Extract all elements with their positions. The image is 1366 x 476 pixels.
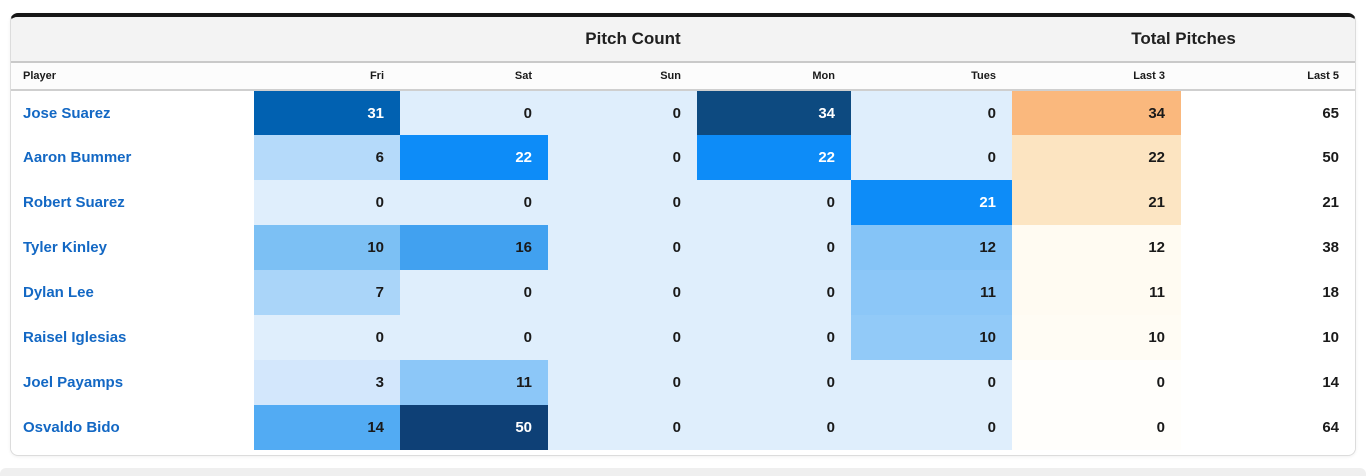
cell-tues: 0 bbox=[851, 405, 1012, 450]
cell-tues: 21 bbox=[851, 180, 1012, 225]
cell-tues: 11 bbox=[851, 270, 1012, 315]
cell-sat: 22 bbox=[400, 135, 548, 180]
cell-fri: 14 bbox=[254, 405, 400, 450]
cell-mon: 22 bbox=[697, 135, 851, 180]
table-row: Joel Payamps 3 11 0 0 0 0 14 bbox=[11, 360, 1355, 405]
cell-fri: 6 bbox=[254, 135, 400, 180]
cell-fri: 0 bbox=[254, 180, 400, 225]
cell-last3: 12 bbox=[1012, 225, 1181, 270]
pitch-count-card: Pitch Count Total Pitches Player Fri Sat… bbox=[10, 13, 1356, 456]
next-card-top-edge bbox=[0, 468, 1366, 476]
group-header-total-pitches: Total Pitches bbox=[1012, 17, 1355, 63]
cell-last3: 0 bbox=[1012, 360, 1181, 405]
cell-sun: 0 bbox=[548, 90, 697, 135]
column-header-row: Player Fri Sat Sun Mon Tues Last 3 Last … bbox=[11, 62, 1355, 91]
column-header-tues: Tues bbox=[851, 62, 1012, 91]
table-row: Aaron Bummer 6 22 0 22 0 22 50 bbox=[11, 135, 1355, 180]
cell-tues: 0 bbox=[851, 90, 1012, 135]
column-header-player: Player bbox=[11, 62, 254, 91]
cell-sat: 11 bbox=[400, 360, 548, 405]
table-row: Robert Suarez 0 0 0 0 21 21 21 bbox=[11, 180, 1355, 225]
player-name-link[interactable]: Aaron Bummer bbox=[11, 135, 254, 180]
cell-tues: 12 bbox=[851, 225, 1012, 270]
column-header-last5: Last 5 bbox=[1181, 62, 1355, 91]
cell-last5: 21 bbox=[1181, 180, 1355, 225]
cell-last5: 14 bbox=[1181, 360, 1355, 405]
pitch-count-table: Pitch Count Total Pitches Player Fri Sat… bbox=[11, 17, 1355, 450]
column-header-sat: Sat bbox=[400, 62, 548, 91]
table-row: Tyler Kinley 10 16 0 0 12 12 38 bbox=[11, 225, 1355, 270]
cell-sun: 0 bbox=[548, 180, 697, 225]
cell-mon: 0 bbox=[697, 360, 851, 405]
cell-tues: 10 bbox=[851, 315, 1012, 360]
column-header-fri: Fri bbox=[254, 62, 400, 91]
column-header-sun: Sun bbox=[548, 62, 697, 91]
cell-tues: 0 bbox=[851, 360, 1012, 405]
cell-mon: 0 bbox=[697, 270, 851, 315]
cell-last5: 10 bbox=[1181, 315, 1355, 360]
table-body: Jose Suarez 31 0 0 34 0 34 65 Aaron Bumm… bbox=[11, 90, 1355, 450]
cell-last3: 22 bbox=[1012, 135, 1181, 180]
cell-sun: 0 bbox=[548, 225, 697, 270]
player-name-link[interactable]: Tyler Kinley bbox=[11, 225, 254, 270]
table-row: Raisel Iglesias 0 0 0 0 10 10 10 bbox=[11, 315, 1355, 360]
cell-sat: 0 bbox=[400, 180, 548, 225]
cell-fri: 0 bbox=[254, 315, 400, 360]
cell-sun: 0 bbox=[548, 315, 697, 360]
table-row: Jose Suarez 31 0 0 34 0 34 65 bbox=[11, 90, 1355, 135]
cell-last5: 65 bbox=[1181, 90, 1355, 135]
group-header-spacer bbox=[11, 17, 254, 63]
cell-last5: 38 bbox=[1181, 225, 1355, 270]
cell-last3: 21 bbox=[1012, 180, 1181, 225]
cell-mon: 0 bbox=[697, 405, 851, 450]
group-header-pitch-count: Pitch Count bbox=[254, 17, 1012, 63]
cell-last3: 11 bbox=[1012, 270, 1181, 315]
cell-last3: 34 bbox=[1012, 90, 1181, 135]
cell-sun: 0 bbox=[548, 135, 697, 180]
cell-fri: 3 bbox=[254, 360, 400, 405]
player-name-link[interactable]: Jose Suarez bbox=[11, 90, 254, 135]
cell-last5: 50 bbox=[1181, 135, 1355, 180]
player-name-link[interactable]: Dylan Lee bbox=[11, 270, 254, 315]
cell-sat: 50 bbox=[400, 405, 548, 450]
cell-fri: 31 bbox=[254, 90, 400, 135]
cell-last5: 18 bbox=[1181, 270, 1355, 315]
cell-sat: 0 bbox=[400, 270, 548, 315]
player-name-link[interactable]: Raisel Iglesias bbox=[11, 315, 254, 360]
column-header-mon: Mon bbox=[697, 62, 851, 91]
cell-sat: 16 bbox=[400, 225, 548, 270]
player-name-link[interactable]: Robert Suarez bbox=[11, 180, 254, 225]
cell-fri: 7 bbox=[254, 270, 400, 315]
table-row: Osvaldo Bido 14 50 0 0 0 0 64 bbox=[11, 405, 1355, 450]
cell-last5: 64 bbox=[1181, 405, 1355, 450]
player-name-link[interactable]: Joel Payamps bbox=[11, 360, 254, 405]
cell-mon: 34 bbox=[697, 90, 851, 135]
cell-tues: 0 bbox=[851, 135, 1012, 180]
cell-mon: 0 bbox=[697, 180, 851, 225]
cell-sat: 0 bbox=[400, 90, 548, 135]
group-header-row: Pitch Count Total Pitches bbox=[11, 17, 1355, 63]
cell-sun: 0 bbox=[548, 360, 697, 405]
cell-sat: 0 bbox=[400, 315, 548, 360]
cell-fri: 10 bbox=[254, 225, 400, 270]
cell-last3: 0 bbox=[1012, 405, 1181, 450]
column-header-last3: Last 3 bbox=[1012, 62, 1181, 91]
table-row: Dylan Lee 7 0 0 0 11 11 18 bbox=[11, 270, 1355, 315]
cell-mon: 0 bbox=[697, 225, 851, 270]
cell-sun: 0 bbox=[548, 405, 697, 450]
cell-last3: 10 bbox=[1012, 315, 1181, 360]
cell-sun: 0 bbox=[548, 270, 697, 315]
player-name-link[interactable]: Osvaldo Bido bbox=[11, 405, 254, 450]
cell-mon: 0 bbox=[697, 315, 851, 360]
